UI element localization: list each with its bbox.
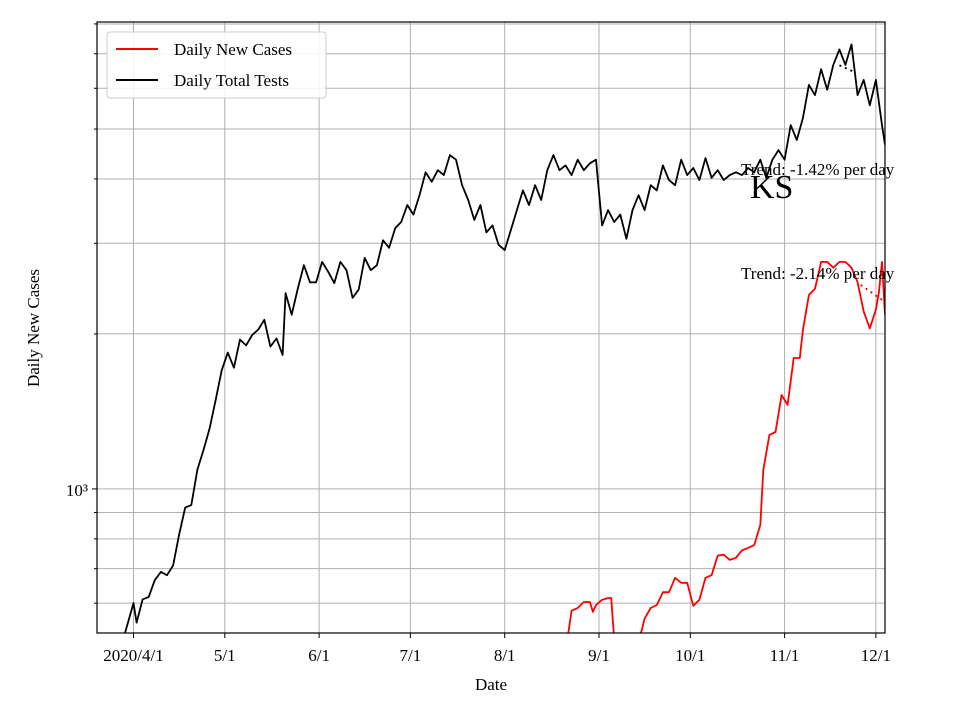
trend-line: [860, 284, 883, 301]
grid: [97, 22, 885, 633]
x-tick-label: 5/1: [214, 646, 236, 665]
legend: Daily New Cases Daily Total Tests: [106, 31, 327, 99]
series-line: [567, 261, 885, 633]
plot-frame: [96, 21, 886, 634]
trend-line: [839, 64, 855, 73]
x-axis-label: Date: [475, 675, 507, 694]
annotation: Trend: -2.14% per day: [741, 264, 895, 283]
x-tick-label: 7/1: [400, 646, 422, 665]
x-tick-label: 12/1: [861, 646, 891, 665]
y-tick-label: 10³: [66, 481, 88, 500]
legend-label: Daily Total Tests: [174, 71, 289, 90]
x-tick-label: 9/1: [588, 646, 610, 665]
x-tick-label: 2020/4/1: [103, 646, 163, 665]
annotation: Trend: -1.42% per day: [741, 160, 895, 179]
x-tick-label: 6/1: [308, 646, 330, 665]
legend-box: [106, 31, 327, 99]
series-line: [124, 43, 885, 633]
plot-lines: [124, 43, 885, 633]
ticks: 2020/4/1 5/1 6/1 7/1 8/1 9/1 10/1 11/1 12/1 10³: [66, 23, 891, 665]
x-tick-label: 11/1: [770, 646, 800, 665]
x-tick-label: 8/1: [494, 646, 516, 665]
legend-label: Daily New Cases: [174, 40, 292, 59]
annotation: KS: [750, 169, 793, 206]
y-axis-label: Daily New Cases: [24, 269, 43, 387]
x-tick-label: 10/1: [675, 646, 705, 665]
